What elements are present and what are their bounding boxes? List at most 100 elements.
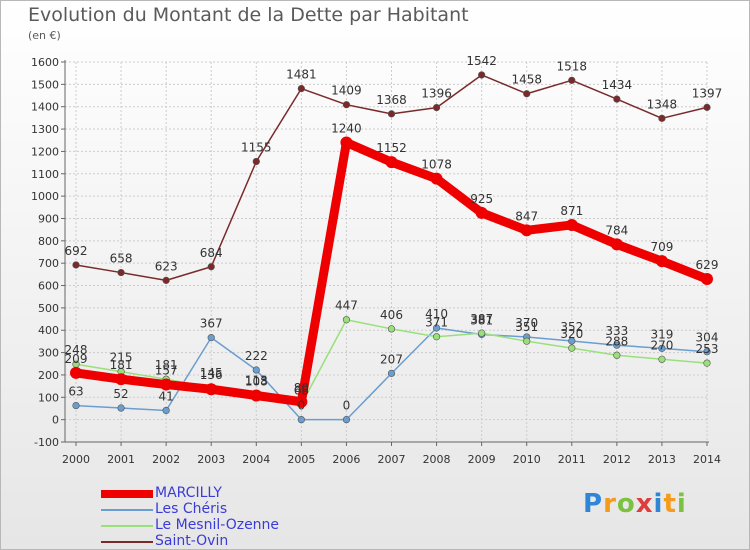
data-point [565, 218, 578, 231]
series-points [70, 71, 713, 424]
data-label: 658 [110, 252, 133, 266]
axes [61, 60, 709, 446]
data-point [387, 325, 396, 333]
legend-label: Les Chéris [155, 501, 228, 517]
x-tick-label: 2006 [332, 453, 360, 466]
data-label: 1542 [466, 54, 497, 68]
data-point [703, 359, 711, 367]
data-label: 0 [298, 399, 306, 413]
data-point [297, 416, 305, 424]
data-point [432, 333, 441, 341]
data-point [117, 268, 125, 277]
data-label: 288 [605, 334, 628, 348]
logo-letter: t [663, 489, 677, 519]
y-tick-label: 900 [38, 212, 59, 225]
data-label: 1152 [376, 141, 407, 155]
x-tick-label: 2008 [423, 453, 451, 466]
data-label: 447 [335, 299, 358, 313]
data-label: 181 [110, 358, 133, 372]
data-point [523, 90, 531, 98]
data-label: 207 [380, 352, 403, 366]
data-point [703, 348, 711, 356]
legend-label: Le Mesnil-Ozenne [155, 517, 280, 533]
data-point [430, 172, 443, 185]
y-tick-label: -100 [34, 436, 59, 449]
logo-letter: o [616, 489, 636, 519]
data-point [613, 341, 621, 349]
data-point [297, 84, 305, 93]
data-label: 1396 [421, 87, 452, 101]
data-point [387, 369, 396, 377]
x-tick-label: 2001 [107, 453, 135, 466]
data-label: 684 [200, 246, 223, 260]
y-tick-label: 1100 [31, 168, 59, 181]
data-point [160, 378, 173, 391]
y-tick-label: 1300 [31, 123, 59, 136]
data-label: 784 [605, 223, 628, 237]
data-point [568, 337, 576, 345]
data-point [162, 276, 170, 284]
grid-lines [65, 61, 709, 443]
data-point [658, 344, 666, 352]
chart-subtitle: (en €) [28, 29, 61, 42]
logo-letter: i [653, 489, 664, 519]
data-label: 108 [245, 375, 268, 389]
y-tick-label: 1000 [31, 190, 59, 203]
data-point [432, 324, 441, 332]
data-point [658, 114, 666, 122]
y-tick-label: 400 [38, 324, 59, 337]
data-label: 304 [696, 331, 719, 345]
x-tick-label: 2011 [558, 453, 586, 466]
legend-label: MARCILLY [155, 485, 222, 501]
data-label: 1481 [286, 68, 317, 82]
data-label: 209 [65, 352, 88, 366]
y-tick-label: 0 [52, 414, 59, 427]
data-point [520, 224, 533, 237]
data-point [385, 156, 398, 169]
data-point [613, 95, 621, 103]
data-label: 1409 [331, 84, 362, 98]
data-label: 1348 [647, 97, 678, 111]
y-tick-label: 500 [38, 302, 59, 315]
data-point [568, 76, 576, 84]
data-label: 623 [155, 259, 178, 273]
data-label: 215 [110, 351, 133, 365]
data-point [250, 389, 263, 402]
y-tick-label: 1200 [31, 145, 59, 158]
chart-title: Evolution du Montant de la Dette par Hab… [28, 4, 469, 26]
data-point [115, 373, 128, 386]
data-point [207, 263, 215, 271]
logo-letter: i [676, 489, 687, 519]
y-tick-label: 700 [38, 257, 59, 270]
data-label: 1078 [421, 158, 452, 172]
data-point [72, 401, 80, 410]
data-point [252, 157, 260, 166]
y-tick-label: 600 [38, 280, 59, 293]
data-label: 145 [200, 366, 223, 380]
data-label: 157 [155, 364, 178, 378]
y-tick-label: 800 [38, 235, 59, 248]
data-point [475, 206, 488, 219]
data-label: 371 [425, 316, 448, 330]
data-label: 52 [113, 387, 128, 401]
data-label: 68 [294, 383, 309, 397]
data-point [342, 316, 351, 324]
x-tick-label: 2005 [287, 453, 315, 466]
x-tick-label: 2012 [603, 453, 631, 466]
data-label: 270 [650, 338, 673, 352]
x-tick-label: 2009 [468, 453, 496, 466]
data-label: 387 [470, 312, 493, 326]
data-label: 1434 [602, 78, 633, 92]
data-label: 367 [200, 317, 223, 331]
data-label: 320 [560, 327, 583, 341]
x-tick-label: 2004 [242, 453, 270, 466]
data-label: 406 [380, 308, 403, 322]
x-tick-label: 2003 [197, 453, 225, 466]
data-point [432, 103, 441, 112]
data-label: 629 [696, 258, 719, 272]
data-point [162, 406, 170, 415]
data-label: 381 [470, 313, 493, 327]
